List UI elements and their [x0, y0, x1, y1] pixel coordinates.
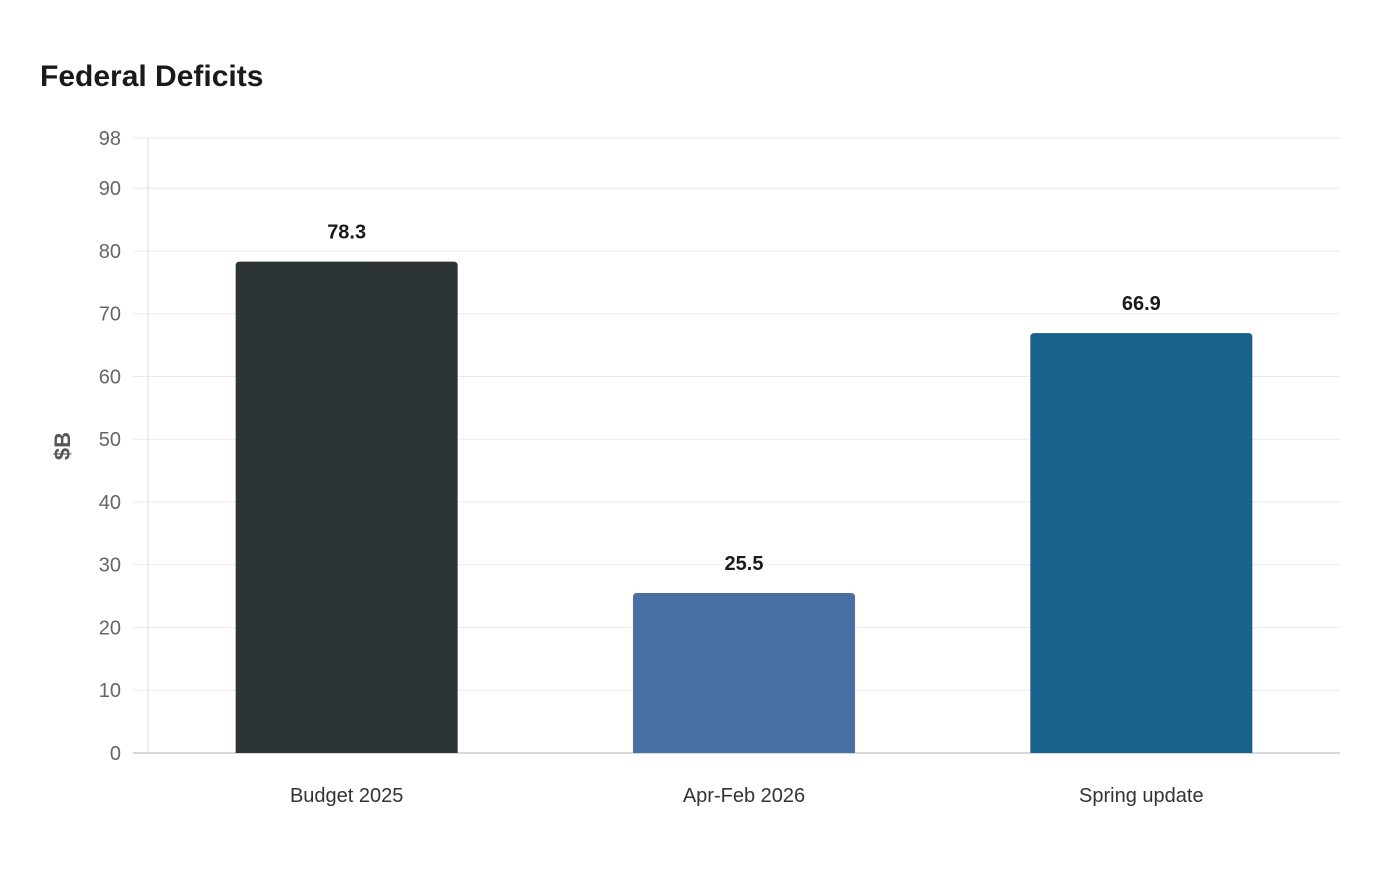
y-tick-label: 0: [110, 743, 121, 765]
bar: [1030, 333, 1253, 753]
chart-title: Federal Deficits: [40, 60, 264, 93]
x-tick-label: Budget 2025: [290, 785, 403, 807]
value-label: 78.3: [327, 222, 366, 244]
value-labels: 78.3 25.5 66.9: [327, 222, 1161, 575]
y-tick-label: 10: [99, 680, 121, 702]
y-tick-label: 50: [99, 429, 121, 451]
y-tick-label: 70: [99, 304, 121, 326]
bar: [235, 261, 458, 753]
y-axis-ticks: 0 10 20 30 40 50 60 70 80 90 98: [99, 128, 121, 765]
y-tick-label: 80: [99, 241, 121, 263]
y-tick-label: 20: [99, 617, 121, 639]
x-tick-label: Spring update: [1079, 785, 1204, 807]
y-tick-label: 30: [99, 555, 121, 577]
y-axis-label: $B: [50, 432, 75, 460]
bars: [235, 261, 1253, 753]
value-label: 25.5: [725, 553, 764, 575]
y-tick-label: 98: [99, 128, 121, 150]
y-tick-label: 60: [99, 366, 121, 388]
bar: [633, 592, 855, 753]
value-label: 66.9: [1122, 293, 1161, 315]
x-tick-label: Apr-Feb 2026: [683, 785, 805, 807]
y-tick-label: 40: [99, 492, 121, 514]
x-axis-labels: Budget 2025 Apr-Feb 2026 Spring update: [290, 785, 1204, 807]
y-tick-label: 90: [99, 178, 121, 200]
